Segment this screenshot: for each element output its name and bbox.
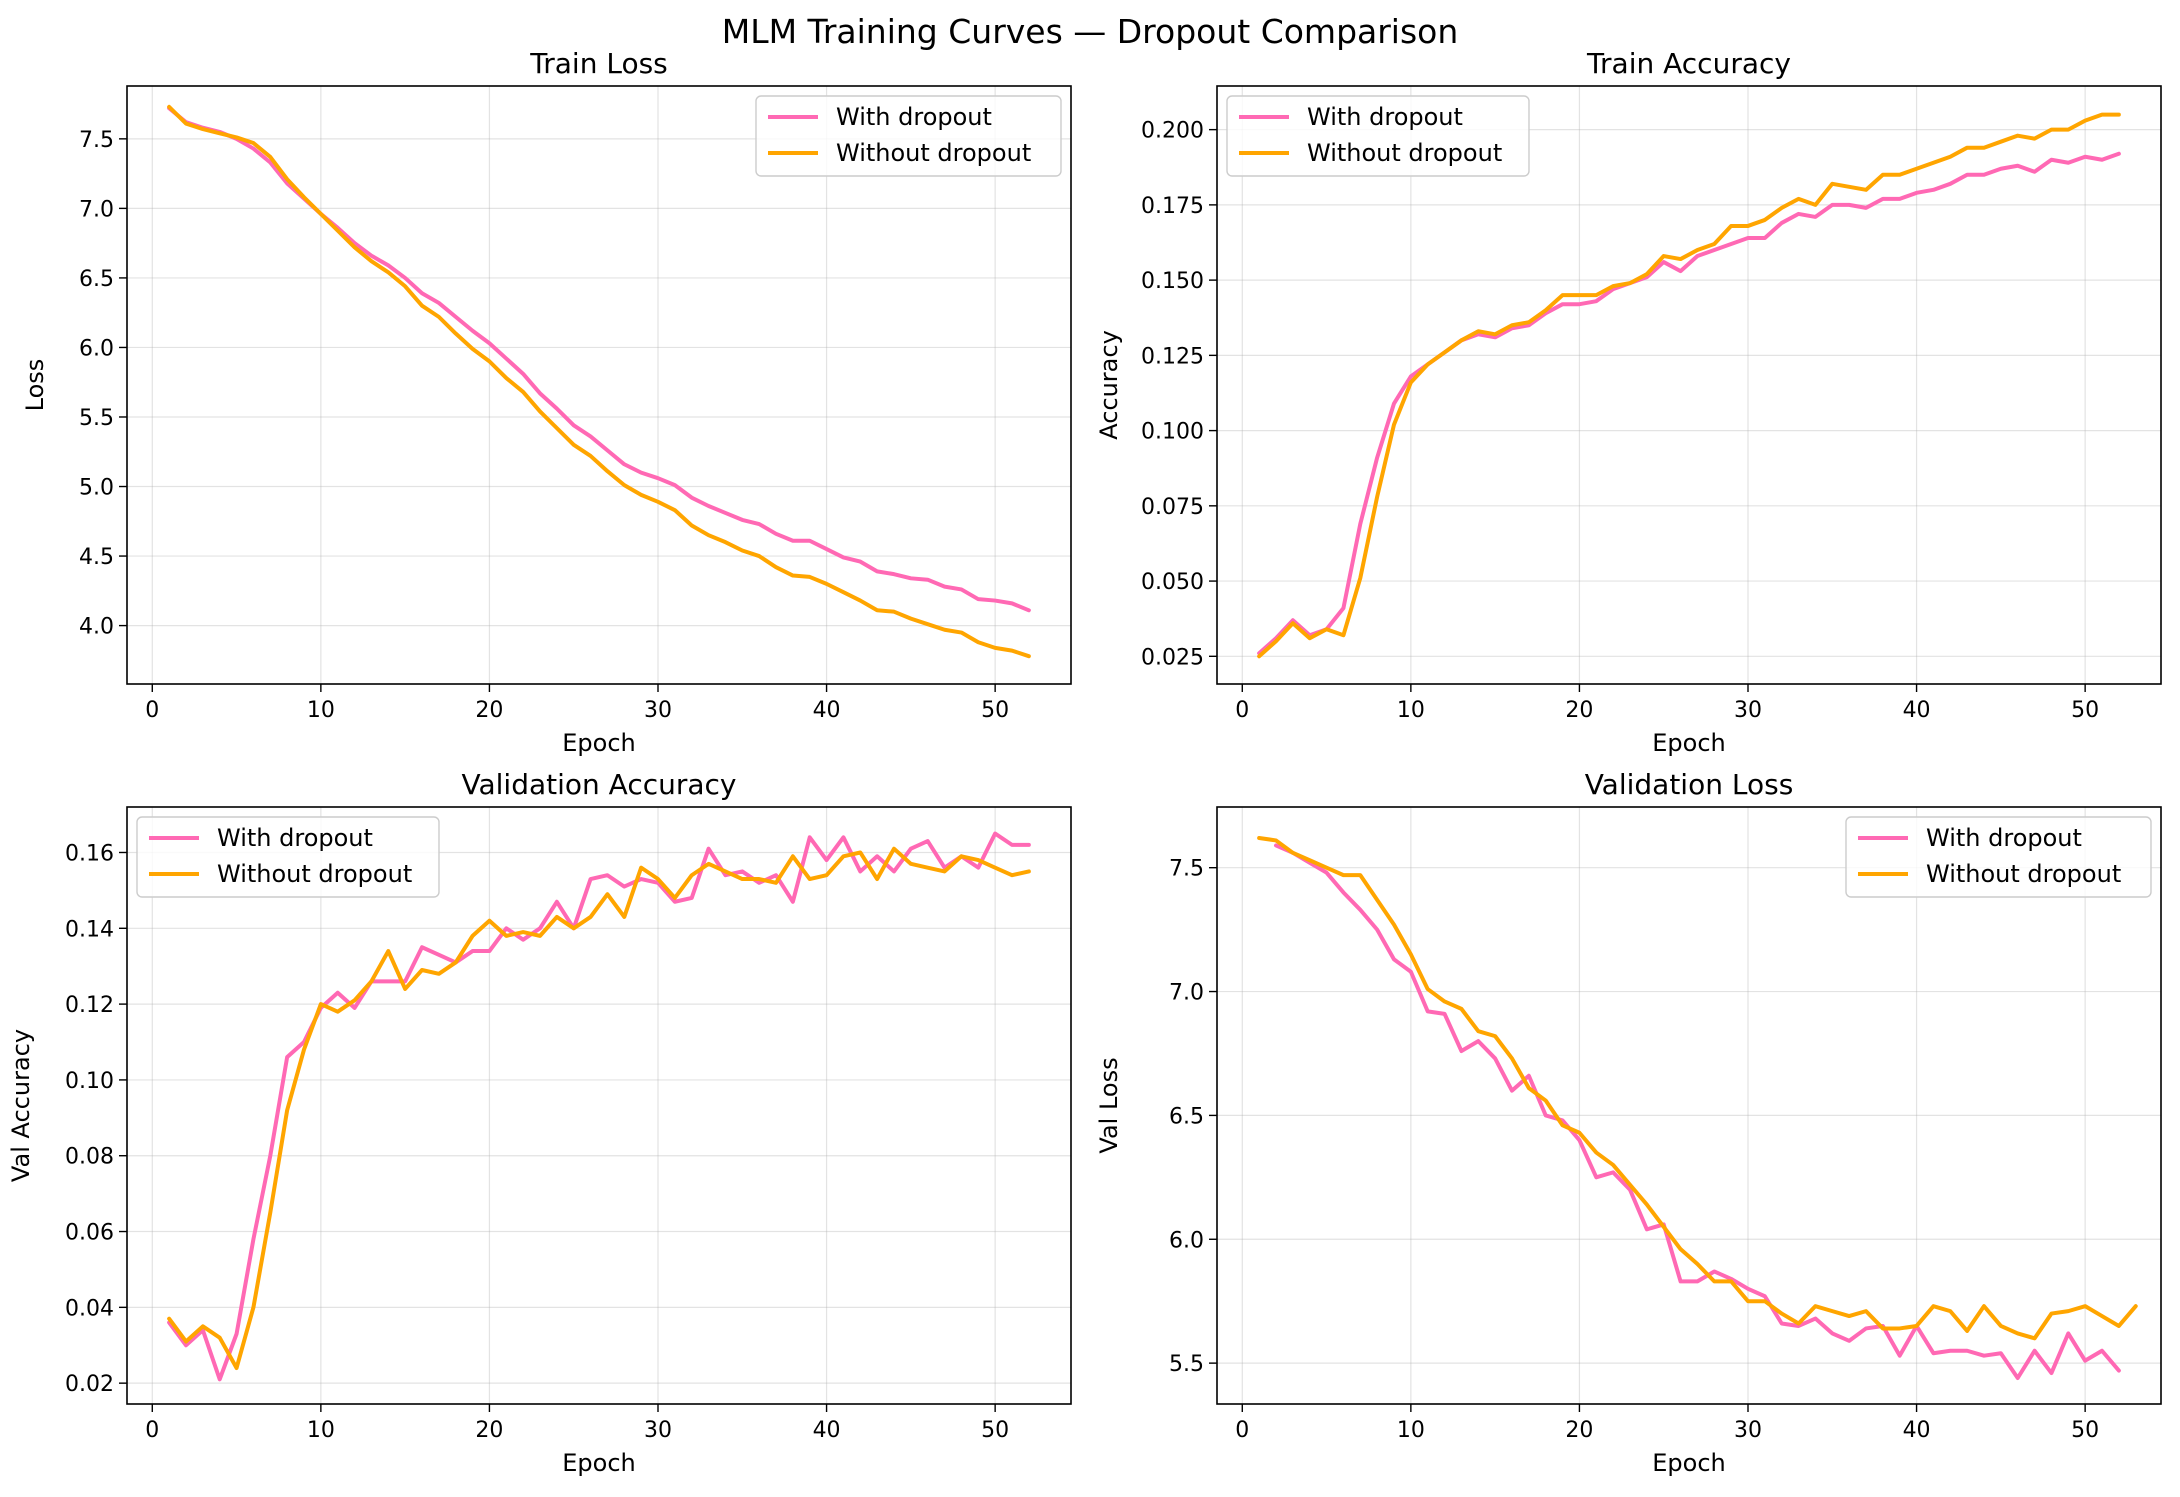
legend-frame <box>1226 95 1530 177</box>
y-tick-label: 0.04 <box>65 1296 114 1321</box>
y-tick-label: 4.5 <box>79 545 114 570</box>
x-tick-label: 0 <box>145 1418 159 1443</box>
legend: With dropout Without dropout <box>136 816 440 898</box>
axes-frame <box>1216 85 2162 685</box>
y-tick-label: 0.10 <box>65 1069 114 1094</box>
y-tick-label: 6.0 <box>79 336 114 361</box>
axes-frame <box>1216 806 2162 1405</box>
y-axis-label: Val Accuracy <box>7 1029 35 1182</box>
legend-entry-label: Without dropout <box>217 860 412 888</box>
subplot-grid: 0 10 20 30 40 50 4.0 4.5 5.0 5.5 6.0 6.5 7.0 7.5 Train… <box>7 47 2162 1477</box>
x-tick-label: 20 <box>1565 698 1593 723</box>
axes-frame <box>126 85 1072 685</box>
y-axis-label: Accuracy <box>1095 330 1123 440</box>
x-tick-label: 30 <box>644 1418 672 1443</box>
series-line-without-dropout <box>1257 835 2138 1341</box>
x-tick-label: 0 <box>145 698 159 723</box>
x-axis-label: Epoch <box>1652 1449 1726 1477</box>
x-tick-label: 40 <box>813 1418 841 1443</box>
y-tick-label: 7.0 <box>79 197 114 222</box>
y-tick-label: 7.0 <box>1169 981 1204 1006</box>
x-tick-label: 50 <box>2071 1418 2099 1443</box>
y-tick-label: 0.12 <box>65 993 114 1018</box>
y-tick-label: 0.14 <box>65 917 114 942</box>
x-tick-label: 40 <box>1903 698 1931 723</box>
y-tick-label: 6.5 <box>79 267 114 292</box>
x-tick-label: 10 <box>1397 1418 1425 1443</box>
legend: With dropout Without dropout <box>755 95 1062 177</box>
y-tick-label: 0.16 <box>65 841 114 866</box>
series-line-with-dropout <box>1274 843 2121 1380</box>
x-tick-label: 20 <box>475 698 503 723</box>
x-tick-label: 10 <box>307 1418 335 1443</box>
y-tick-label: 0.150 <box>1141 269 1204 294</box>
y-tick-label: 4.0 <box>79 615 114 640</box>
x-axis-label: Epoch <box>562 1449 636 1477</box>
y-axis-label: Val Loss <box>1095 1057 1123 1153</box>
legend-entry-label: With dropout <box>1307 103 1463 131</box>
legend: With dropout Without dropout <box>1845 816 2152 898</box>
y-tick-label: 0.100 <box>1141 420 1204 445</box>
x-tick-label: 40 <box>1903 1418 1931 1443</box>
x-tick-label: 10 <box>307 698 335 723</box>
y-tick-label: 7.5 <box>79 128 114 153</box>
x-axis-label: Epoch <box>562 729 636 757</box>
legend-entry-label: With dropout <box>217 824 373 852</box>
y-tick-label: 6.0 <box>1169 1228 1204 1253</box>
x-tick-label: 0 <box>1235 698 1249 723</box>
subplot-validation-loss: 0 10 20 30 40 50 5.5 6.0 6.5 7.0 7.5 Validation Los… <box>1095 768 2162 1477</box>
y-tick-label: 5.5 <box>79 406 114 431</box>
legend-frame <box>755 95 1062 177</box>
legend-entry-label: With dropout <box>836 103 992 131</box>
legend-entry-label: With dropout <box>1926 824 2082 852</box>
y-axis-label: Loss <box>21 359 49 412</box>
x-axis-label: Epoch <box>1652 729 1726 757</box>
x-tick-label: 30 <box>1734 1418 1762 1443</box>
legend-frame <box>136 816 440 898</box>
x-tick-label: 50 <box>981 698 1009 723</box>
y-tick-label: 0.125 <box>1141 344 1204 369</box>
y-tick-label: 0.200 <box>1141 119 1204 144</box>
series-line-without-dropout <box>167 104 1031 659</box>
y-tick-label: 5.0 <box>79 476 114 501</box>
y-tick-label: 0.02 <box>65 1372 114 1397</box>
y-tick-label: 0.06 <box>65 1221 114 1246</box>
x-tick-label: 20 <box>1565 1418 1593 1443</box>
series-line-without-dropout <box>167 846 1031 1370</box>
x-tick-label: 20 <box>475 1418 503 1443</box>
legend-entry-label: Without dropout <box>836 139 1031 167</box>
subplot-title: Validation Loss <box>1585 768 1794 801</box>
subplot-title: Validation Accuracy <box>462 768 737 801</box>
subplot-train-accuracy: 0 10 20 30 40 50 0.025 0.050 0.075 0.100 0.125 0.15… <box>1095 47 2162 757</box>
subplot-title: Train Loss <box>529 47 668 80</box>
x-tick-label: 0 <box>1235 1418 1249 1443</box>
x-tick-label: 30 <box>644 698 672 723</box>
x-tick-label: 40 <box>813 698 841 723</box>
y-tick-label: 0.175 <box>1141 194 1204 219</box>
legend-entry-label: Without dropout <box>1307 139 1502 167</box>
figure-title: MLM Training Curves — Dropout Comparison <box>722 12 1459 51</box>
y-tick-label: 6.5 <box>1169 1104 1204 1129</box>
y-tick-label: 0.08 <box>65 1145 114 1170</box>
axes-frame <box>126 806 1072 1405</box>
subplot-train-loss: 0 10 20 30 40 50 4.0 4.5 5.0 5.5 6.0 6.5 7.0 7.5 Train… <box>21 47 1072 757</box>
x-tick-label: 30 <box>1734 698 1762 723</box>
y-tick-label: 7.5 <box>1169 857 1204 882</box>
y-tick-label: 5.5 <box>1169 1352 1204 1377</box>
legend-frame <box>1845 816 2152 898</box>
series-line-without-dropout <box>1257 112 2121 659</box>
y-tick-label: 0.025 <box>1141 645 1204 670</box>
x-tick-label: 10 <box>1397 698 1425 723</box>
legend-entry-label: Without dropout <box>1926 860 2121 888</box>
x-tick-label: 50 <box>981 1418 1009 1443</box>
subplot-title: Train Accuracy <box>1586 47 1791 80</box>
y-tick-label: 0.075 <box>1141 495 1204 520</box>
x-tick-label: 50 <box>2071 698 2099 723</box>
subplot-validation-accuracy: 0 10 20 30 40 50 0.02 0.04 0.06 0.08 0.10 0.12 0.14 0… <box>7 768 1072 1477</box>
legend: With dropout Without dropout <box>1226 95 1530 177</box>
series-line-with-dropout <box>1257 151 2121 656</box>
y-tick-label: 0.050 <box>1141 570 1204 595</box>
